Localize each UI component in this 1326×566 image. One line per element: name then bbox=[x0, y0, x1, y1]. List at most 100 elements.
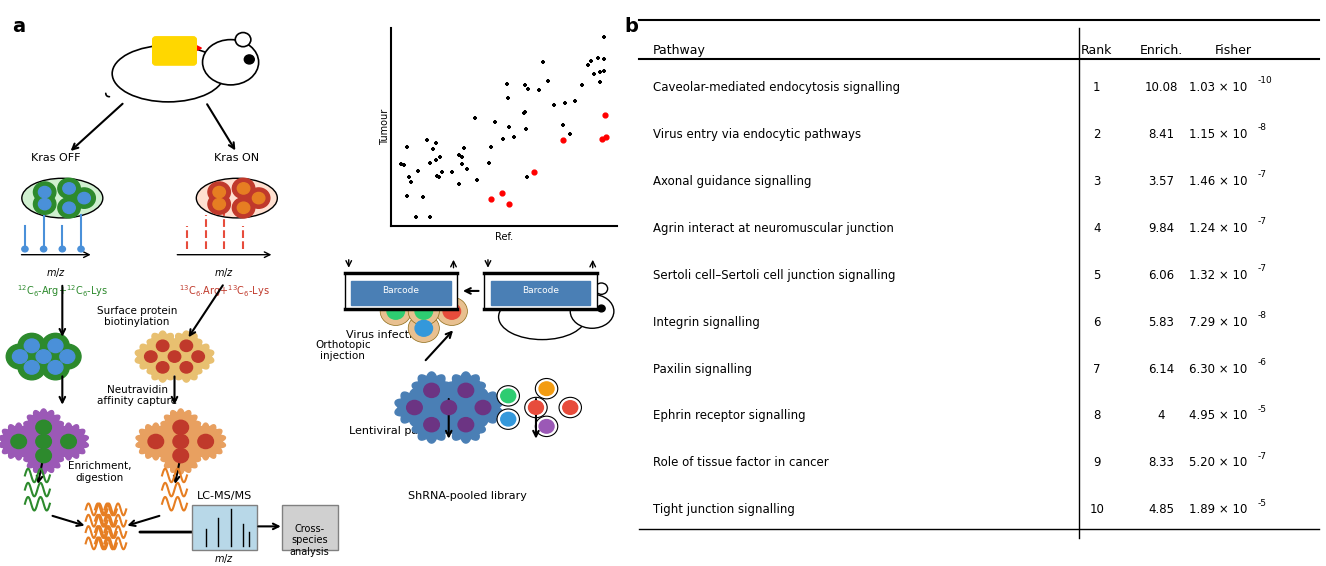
Circle shape bbox=[156, 362, 168, 373]
Circle shape bbox=[172, 435, 188, 448]
Circle shape bbox=[38, 186, 50, 198]
Polygon shape bbox=[160, 423, 200, 460]
Circle shape bbox=[408, 280, 439, 308]
Polygon shape bbox=[135, 342, 166, 371]
Text: Ephrin receptor signalling: Ephrin receptor signalling bbox=[652, 409, 806, 422]
Text: 1: 1 bbox=[1093, 80, 1101, 93]
Text: 8: 8 bbox=[1093, 409, 1101, 422]
Text: -5: -5 bbox=[1258, 405, 1266, 414]
Polygon shape bbox=[430, 389, 468, 426]
Circle shape bbox=[53, 344, 81, 369]
FancyBboxPatch shape bbox=[152, 37, 196, 65]
Text: 5.20 × 10: 5.20 × 10 bbox=[1189, 456, 1248, 469]
Text: 9.84: 9.84 bbox=[1148, 221, 1175, 234]
Text: Barcode: Barcode bbox=[383, 286, 419, 295]
Circle shape bbox=[443, 303, 460, 319]
Polygon shape bbox=[464, 389, 503, 426]
Text: $m/z$: $m/z$ bbox=[215, 266, 235, 279]
Text: 4: 4 bbox=[1158, 409, 1166, 422]
Point bbox=[513, 109, 534, 118]
Point bbox=[560, 130, 581, 139]
Circle shape bbox=[553, 296, 569, 310]
Point bbox=[426, 139, 447, 148]
Point bbox=[480, 194, 501, 203]
Text: Fisher: Fisher bbox=[1215, 44, 1252, 57]
Polygon shape bbox=[159, 342, 190, 371]
Text: Integrin signalling: Integrin signalling bbox=[652, 315, 760, 328]
Circle shape bbox=[48, 361, 62, 374]
Polygon shape bbox=[447, 372, 485, 409]
Ellipse shape bbox=[113, 45, 224, 102]
Point bbox=[479, 158, 500, 167]
Text: Kras OFF: Kras OFF bbox=[32, 153, 81, 163]
Text: -7: -7 bbox=[1258, 170, 1266, 179]
Circle shape bbox=[78, 192, 90, 204]
Text: 9: 9 bbox=[1093, 456, 1101, 469]
Ellipse shape bbox=[235, 32, 251, 47]
Y-axis label: Tumour: Tumour bbox=[379, 109, 390, 145]
Text: 8.41: 8.41 bbox=[1148, 127, 1175, 140]
Point bbox=[533, 58, 554, 67]
Circle shape bbox=[48, 339, 62, 353]
Text: 3.57: 3.57 bbox=[1148, 174, 1175, 187]
Text: b: b bbox=[625, 17, 638, 36]
Circle shape bbox=[415, 320, 432, 336]
Point bbox=[442, 167, 463, 176]
Circle shape bbox=[149, 435, 163, 448]
Circle shape bbox=[180, 362, 192, 373]
Text: Barcode: Barcode bbox=[522, 286, 558, 295]
Text: 4: 4 bbox=[1093, 221, 1101, 234]
Circle shape bbox=[41, 355, 69, 380]
Polygon shape bbox=[24, 438, 64, 474]
Point bbox=[426, 156, 447, 165]
Point bbox=[593, 55, 614, 64]
Point bbox=[497, 93, 518, 102]
Circle shape bbox=[36, 435, 52, 448]
Circle shape bbox=[237, 202, 249, 213]
Text: -8: -8 bbox=[1258, 123, 1266, 132]
Circle shape bbox=[38, 199, 50, 210]
Circle shape bbox=[381, 297, 411, 325]
Text: Paxilin signalling: Paxilin signalling bbox=[652, 362, 752, 375]
Polygon shape bbox=[160, 409, 200, 445]
Text: Enrichment,
digestion: Enrichment, digestion bbox=[68, 461, 131, 483]
Text: ShRNA-pooled library: ShRNA-pooled library bbox=[408, 491, 526, 501]
Text: 1.15 × 10: 1.15 × 10 bbox=[1189, 127, 1248, 140]
Text: -5: -5 bbox=[1258, 499, 1266, 508]
Point bbox=[595, 132, 617, 141]
Circle shape bbox=[58, 178, 81, 199]
Point bbox=[416, 135, 438, 144]
Polygon shape bbox=[412, 372, 451, 409]
Circle shape bbox=[62, 183, 76, 194]
Circle shape bbox=[237, 183, 249, 194]
Text: 6.06: 6.06 bbox=[1148, 268, 1175, 281]
Point bbox=[407, 166, 428, 175]
Text: Lentiviral packaging: Lentiviral packaging bbox=[349, 426, 461, 436]
Point bbox=[504, 132, 525, 142]
Circle shape bbox=[19, 333, 45, 358]
Point bbox=[583, 69, 605, 78]
Point bbox=[514, 107, 536, 116]
Point bbox=[552, 121, 573, 130]
Point bbox=[517, 84, 538, 93]
Text: -7: -7 bbox=[1258, 217, 1266, 226]
Polygon shape bbox=[147, 353, 178, 382]
Ellipse shape bbox=[595, 283, 607, 294]
Circle shape bbox=[41, 333, 69, 358]
Text: 1.03 × 10: 1.03 × 10 bbox=[1189, 80, 1248, 93]
Text: 2: 2 bbox=[1093, 127, 1101, 140]
Point bbox=[589, 67, 610, 76]
Circle shape bbox=[457, 418, 473, 432]
Point bbox=[514, 124, 536, 133]
Text: Sertoli cell–Sertoli cell junction signalling: Sertoli cell–Sertoli cell junction signa… bbox=[652, 268, 895, 281]
Circle shape bbox=[156, 340, 168, 351]
Point bbox=[423, 144, 444, 153]
Circle shape bbox=[213, 186, 225, 198]
Text: Kras ON: Kras ON bbox=[215, 153, 260, 163]
Text: Axonal guidance signalling: Axonal guidance signalling bbox=[652, 174, 812, 187]
Circle shape bbox=[36, 350, 52, 363]
Circle shape bbox=[497, 385, 520, 406]
Text: -7: -7 bbox=[1258, 264, 1266, 273]
Circle shape bbox=[24, 361, 40, 374]
Point bbox=[528, 85, 549, 95]
